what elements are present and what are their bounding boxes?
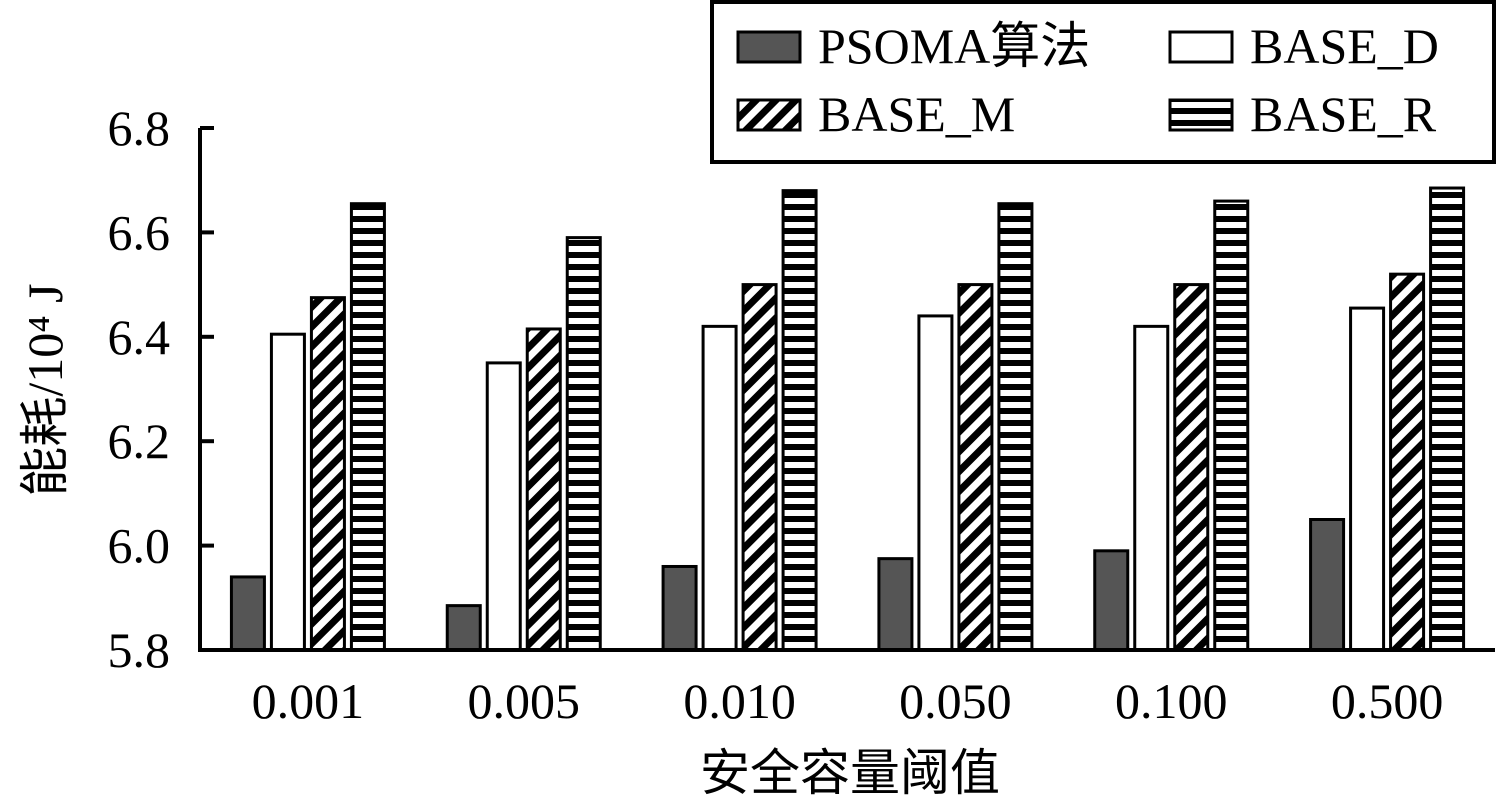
bar-white-0.100 (1133, 324, 1170, 652)
y-tick-label: 6.4 (108, 309, 171, 365)
legend-frame (710, 0, 1496, 164)
y-ticks-group: 5.8 6.0 6.2 6.4 6.6 6.8 (108, 100, 214, 678)
x-tick-label: 0.100 (1115, 673, 1228, 729)
bar-white-0.500 (1349, 306, 1386, 652)
y-tick-label: 6.0 (108, 518, 171, 574)
legend-label: BASE_R (1250, 86, 1437, 142)
y-axis-title: 能耗/10⁴ J (17, 283, 73, 496)
bar-horizontal-0.100 (1213, 199, 1250, 652)
bar-white-0.005 (485, 361, 522, 652)
legend-swatch-horizontal (1168, 98, 1234, 132)
bar-diagonal-0.050 (957, 283, 994, 652)
bar-horizontal-0.001 (349, 202, 386, 652)
legend-label: BASE_D (1250, 18, 1439, 74)
x-tick-label: 0.500 (1331, 673, 1444, 729)
bar-white-0.050 (917, 314, 954, 652)
bar-solid-dark-0.050 (877, 557, 914, 652)
x-tick-label: 0.050 (899, 673, 1012, 729)
x-ticks-group: 0.001 0.005 0.010 0.050 0.100 0.500 (252, 673, 1444, 729)
legend-swatch-white (1168, 30, 1234, 64)
bar-diagonal-0.100 (1173, 283, 1210, 652)
legend-swatch-solid-dark (736, 30, 802, 64)
x-axis-title: 安全容量阈值 (700, 745, 1000, 801)
legend: PSOMA算法 BASE_D BASE_M BASE_R (710, 0, 1496, 164)
x-tick-label: 0.010 (683, 673, 796, 729)
bar-solid-dark-0.010 (661, 564, 698, 652)
legend-label: PSOMA算法 (818, 18, 1090, 74)
bar-solid-dark-0.100 (1093, 549, 1130, 652)
bar-diagonal-0.001 (309, 296, 346, 652)
y-tick-label: 5.8 (108, 622, 171, 678)
bars-group (229, 186, 1466, 652)
bar-solid-dark-0.005 (445, 604, 482, 652)
y-tick-label: 6.8 (108, 100, 171, 156)
legend-label: BASE_M (818, 86, 1015, 142)
legend-swatch-diagonal (736, 98, 802, 132)
plot-area: 5.86.06.26.46.66.8 0.001 0.005 0.010 0.050 0… (108, 100, 1495, 729)
x-tick-label: 0.005 (468, 673, 581, 729)
bar-horizontal-0.005 (565, 236, 602, 652)
y-tick-label: 6.2 (108, 413, 171, 469)
bar-horizontal-0.500 (1429, 186, 1466, 652)
bar-horizontal-0.010 (781, 189, 818, 652)
x-tick-label: 0.001 (252, 673, 365, 729)
bar-diagonal-0.010 (741, 283, 778, 652)
bar-horizontal-0.050 (997, 202, 1034, 652)
bar-white-0.001 (269, 332, 306, 652)
bar-solid-dark-0.500 (1309, 518, 1346, 652)
y-tick-label: 6.6 (108, 204, 171, 260)
bar-diagonal-0.500 (1389, 272, 1426, 652)
bar-solid-dark-0.001 (229, 575, 266, 652)
bar-diagonal-0.005 (525, 327, 562, 652)
bar-white-0.010 (701, 324, 738, 652)
